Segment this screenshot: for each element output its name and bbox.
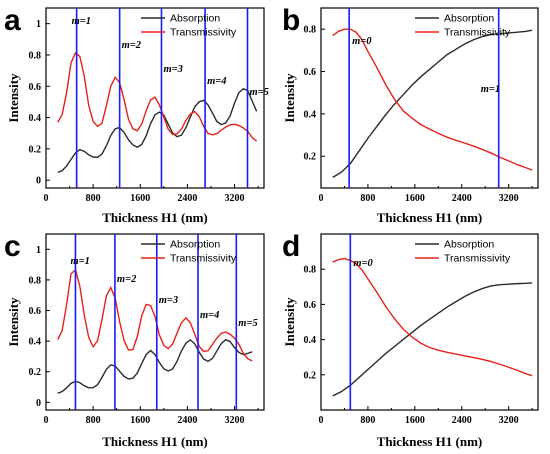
x-tick-label: 2400 bbox=[177, 193, 197, 204]
series-line-transmissivity bbox=[57, 268, 253, 362]
y-tick-label: 1 bbox=[36, 19, 41, 30]
mode-label: m=5 bbox=[238, 318, 257, 329]
y-tick-label: 0.8 bbox=[304, 265, 317, 276]
y-tick-label: 0.4 bbox=[29, 337, 42, 348]
legend-label: Absorption bbox=[170, 13, 220, 25]
x-tick-label: 0 bbox=[44, 193, 49, 204]
x-tick-label: 1600 bbox=[130, 193, 150, 204]
x-tick-label: 800 bbox=[86, 415, 101, 426]
y-axis-title: Intensity bbox=[282, 73, 297, 123]
mode-label: m=3 bbox=[163, 64, 182, 75]
x-tick-label: 1600 bbox=[130, 415, 150, 426]
y-tick-label: 1 bbox=[36, 245, 41, 256]
legend-label: Transmissivity bbox=[444, 27, 511, 39]
x-axis-title: Thickness H1 (nm) bbox=[377, 210, 482, 225]
mode-label: m=1 bbox=[72, 16, 91, 27]
y-tick-label: 0.2 bbox=[29, 144, 42, 155]
mode-label: m=5 bbox=[250, 87, 269, 98]
y-tick-label: 0.6 bbox=[304, 300, 317, 311]
y-tick-label: 0.6 bbox=[29, 82, 42, 93]
panel-a: a 0 800 1600 2400 3200 0 0.2 0.4 0.6 0.8 1 Thickness… bbox=[4, 4, 269, 225]
x-tick-label: 3200 bbox=[225, 415, 245, 426]
y-tick-label: 0.4 bbox=[304, 335, 317, 346]
y-tick-label: 0.4 bbox=[29, 113, 42, 124]
x-tick-label: 2400 bbox=[177, 415, 197, 426]
legend-label: Absorption bbox=[170, 239, 220, 251]
mode-label: m=1 bbox=[70, 256, 89, 267]
y-tick-label: 0.6 bbox=[29, 306, 42, 317]
panel-letter: b bbox=[282, 4, 300, 37]
x-tick-label: 3200 bbox=[225, 193, 245, 204]
y-tick-label: 0.8 bbox=[29, 275, 42, 286]
mode-label: m=2 bbox=[117, 274, 137, 285]
legend-label: Transmissivity bbox=[170, 253, 237, 265]
mode-label: m=4 bbox=[207, 76, 226, 87]
panel-letter: a bbox=[4, 4, 21, 37]
plot-frame bbox=[45, 7, 265, 189]
series-line-transmissivity bbox=[57, 51, 258, 142]
mode-label: m=0 bbox=[353, 258, 373, 269]
y-axis-title: Intensity bbox=[6, 73, 21, 123]
panel-c: c 0 800 1600 2400 3200 0 0.2 0.4 0.6 0.8 1 Thickness… bbox=[4, 230, 265, 449]
y-tick-label: 0 bbox=[36, 398, 41, 409]
mode-label: m=4 bbox=[200, 310, 219, 321]
y-tick-label: 0 bbox=[36, 176, 41, 187]
x-tick-label: 0 bbox=[319, 415, 324, 426]
x-axis-title: Thickness H1 (nm) bbox=[377, 434, 482, 449]
y-tick-label: 0.8 bbox=[29, 50, 42, 61]
x-tick-label: 3200 bbox=[499, 415, 519, 426]
x-tick-label: 1600 bbox=[405, 193, 425, 204]
series-line-absorption bbox=[332, 282, 533, 397]
mode-label: m=1 bbox=[481, 84, 500, 95]
series-line-absorption bbox=[332, 29, 533, 179]
y-tick-label: 0.4 bbox=[304, 109, 317, 120]
x-tick-label: 800 bbox=[86, 193, 101, 204]
y-tick-label: 0.8 bbox=[304, 25, 317, 36]
mode-label: m=2 bbox=[122, 40, 142, 51]
legend-label: Absorption bbox=[444, 13, 494, 25]
y-tick-label: 0.6 bbox=[304, 67, 317, 78]
series-line-absorption bbox=[57, 338, 253, 394]
panel-d: d 0 800 1600 2400 3200 0.2 0.4 0.6 0.8 Thickness H… bbox=[282, 230, 539, 449]
x-tick-label: 800 bbox=[360, 193, 375, 204]
x-axis-title: Thickness H1 (nm) bbox=[102, 434, 207, 449]
y-tick-label: 0.2 bbox=[304, 152, 317, 163]
legend-label: Absorption bbox=[444, 239, 494, 251]
x-axis-title: Thickness H1 (nm) bbox=[102, 210, 207, 225]
panel-letter: d bbox=[282, 230, 300, 263]
series-line-transmissivity bbox=[332, 28, 533, 171]
y-tick-label: 0.2 bbox=[29, 367, 42, 378]
x-tick-label: 0 bbox=[44, 415, 49, 426]
y-axis-title: Intensity bbox=[6, 297, 21, 347]
plot-frame bbox=[320, 7, 539, 189]
y-tick-label: 0.2 bbox=[304, 370, 317, 381]
x-tick-label: 0 bbox=[319, 193, 324, 204]
mode-label: m=0 bbox=[352, 36, 372, 47]
panel-b: b 0 800 1600 2400 3200 0.2 0.4 0.6 0.8 Thickness H… bbox=[282, 4, 539, 225]
series-line-absorption bbox=[57, 87, 258, 174]
plot-frame bbox=[45, 233, 265, 411]
plot-frame bbox=[320, 233, 539, 411]
x-tick-label: 2400 bbox=[452, 193, 472, 204]
panel-letter: c bbox=[4, 230, 21, 263]
mode-label: m=3 bbox=[159, 295, 178, 306]
x-tick-label: 2400 bbox=[452, 415, 472, 426]
x-tick-label: 3200 bbox=[499, 193, 519, 204]
x-tick-label: 800 bbox=[360, 415, 375, 426]
y-axis-title: Intensity bbox=[282, 297, 297, 347]
legend-label: Transmissivity bbox=[444, 253, 511, 265]
x-tick-label: 1600 bbox=[405, 415, 425, 426]
series-line-transmissivity bbox=[332, 257, 533, 377]
legend-label: Transmissivity bbox=[170, 27, 237, 39]
